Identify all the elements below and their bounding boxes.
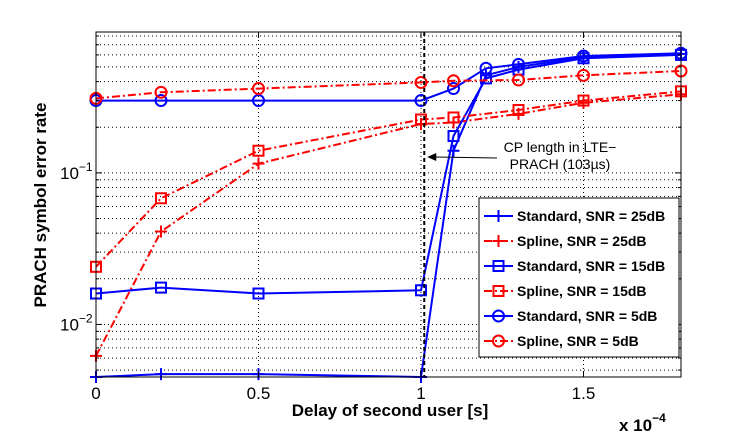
- series-spline-snr-25db-line: [95, 93, 682, 357]
- y-tick-base: 10: [60, 164, 79, 183]
- annotation-text-line: PRACH (103µs): [510, 156, 611, 172]
- ticks: 0 0.5 1 1.510−210−1: [60, 32, 681, 403]
- series-standard-snr-15db-marker: [155, 281, 167, 294]
- series-spline-snr-15db-line: [95, 90, 682, 268]
- legend-marker: [492, 285, 505, 297]
- series-spline-snr-15db-marker: [415, 113, 427, 126]
- series-standard-snr-5db-marker: [252, 94, 265, 108]
- series-spline-snr-5db-marker: [512, 73, 525, 87]
- series-standard-snr-5db-line: [96, 52, 682, 102]
- legend-marker: [492, 235, 505, 247]
- grid: [96, 32, 681, 377]
- annotation-text-line: CP length in LTE−: [504, 139, 617, 155]
- y-tick-label: 10−1: [60, 160, 93, 183]
- legend-marker: [492, 210, 505, 222]
- series-spline-snr-15db-marker: [577, 94, 590, 107]
- series-spline-snr-5db-marker: [252, 82, 265, 96]
- x-tick-label: 1.5: [572, 384, 596, 403]
- legend-entry: Spline, SNR = 5dB: [484, 333, 639, 349]
- legend-entry: Standard, SNR = 25dB: [484, 208, 665, 224]
- y-tick-exponent: −1: [79, 160, 93, 174]
- series-standard-snr-5db-marker: [479, 61, 493, 75]
- plot-frame: [95, 31, 682, 378]
- series-spline-snr-5db-marker: [577, 68, 590, 82]
- y-tick-exponent: −2: [79, 311, 93, 325]
- x-tick-label: 1: [416, 384, 425, 403]
- series-standard-snr-5db-marker: [512, 57, 525, 71]
- series-spline-snr-25db-marker: [252, 157, 265, 170]
- series-spline-snr-5db-marker: [447, 74, 460, 88]
- series-standard-snr-5db-marker: [414, 94, 428, 108]
- series-spline-snr-25db-marker: [155, 225, 167, 238]
- annotation-arrowhead: [427, 153, 437, 161]
- x-scale-base: x 10: [619, 416, 652, 431]
- legend-marker: [492, 309, 505, 323]
- legend-label: Standard, SNR = 25dB: [517, 208, 665, 224]
- legend-label: Standard, SNR = 5dB: [517, 308, 657, 324]
- series-standard-snr-15db-line: [95, 53, 682, 295]
- legend-marker: [492, 260, 505, 272]
- series-standard-snr-5db-marker: [447, 82, 460, 96]
- series-standard-snr-5db-marker: [577, 49, 590, 63]
- series-standard-snr-15db-marker: [252, 287, 265, 300]
- series-spline-snr-15db-marker: [252, 144, 265, 157]
- series-spline-snr-5db-marker: [154, 85, 168, 99]
- legend-label: Spline, SNR = 15dB: [517, 283, 647, 299]
- x-tick-label: 0: [91, 384, 100, 403]
- series-spline-snr-15db-marker: [447, 111, 460, 124]
- x-scale-factor: x 10−4: [619, 411, 666, 431]
- legend-label: Spline, SNR = 5dB: [517, 333, 639, 349]
- y-axis-label: PRACH symbol error rate: [31, 102, 50, 307]
- annotation-arrow: [434, 156, 498, 159]
- series-spline-snr-5db-line: [95, 70, 682, 100]
- series-layer: [89, 46, 688, 383]
- legend-entry: Standard, SNR = 15dB: [484, 258, 665, 274]
- y-tick-label: 10−2: [60, 311, 93, 334]
- cp-marker-layer: CP length in LTE−PRACH (103µs): [423, 32, 617, 377]
- series-standard-snr-25db-marker: [155, 368, 167, 381]
- legend-box: [478, 197, 680, 358]
- x-tick-label: 0.5: [247, 384, 271, 403]
- series-spline-snr-15db-marker: [512, 103, 525, 116]
- legend-entry: Spline, SNR = 25dB: [484, 233, 647, 249]
- x-axis-label: Delay of second user [s]: [292, 401, 489, 420]
- series-spline-snr-5db-marker: [414, 75, 428, 89]
- y-tick-base: 10: [60, 315, 79, 334]
- legend: Standard, SNR = 25dB Spline, SNR = 25dB St…: [478, 197, 680, 358]
- series-standard-snr-15db-marker: [447, 130, 460, 143]
- series-standard-snr-15db-marker: [415, 284, 427, 297]
- legend-entry: Spline, SNR = 15dB: [484, 283, 647, 299]
- series-standard-snr-5db-marker: [154, 94, 168, 108]
- legend-label: Standard, SNR = 15dB: [517, 258, 665, 274]
- series-spline-snr-15db-marker: [155, 192, 167, 205]
- legend-entry: Standard, SNR = 5dB: [484, 308, 657, 324]
- legend-marker: [492, 334, 505, 348]
- x-scale-exponent: −4: [652, 411, 666, 425]
- legend-label: Spline, SNR = 25dB: [517, 233, 647, 249]
